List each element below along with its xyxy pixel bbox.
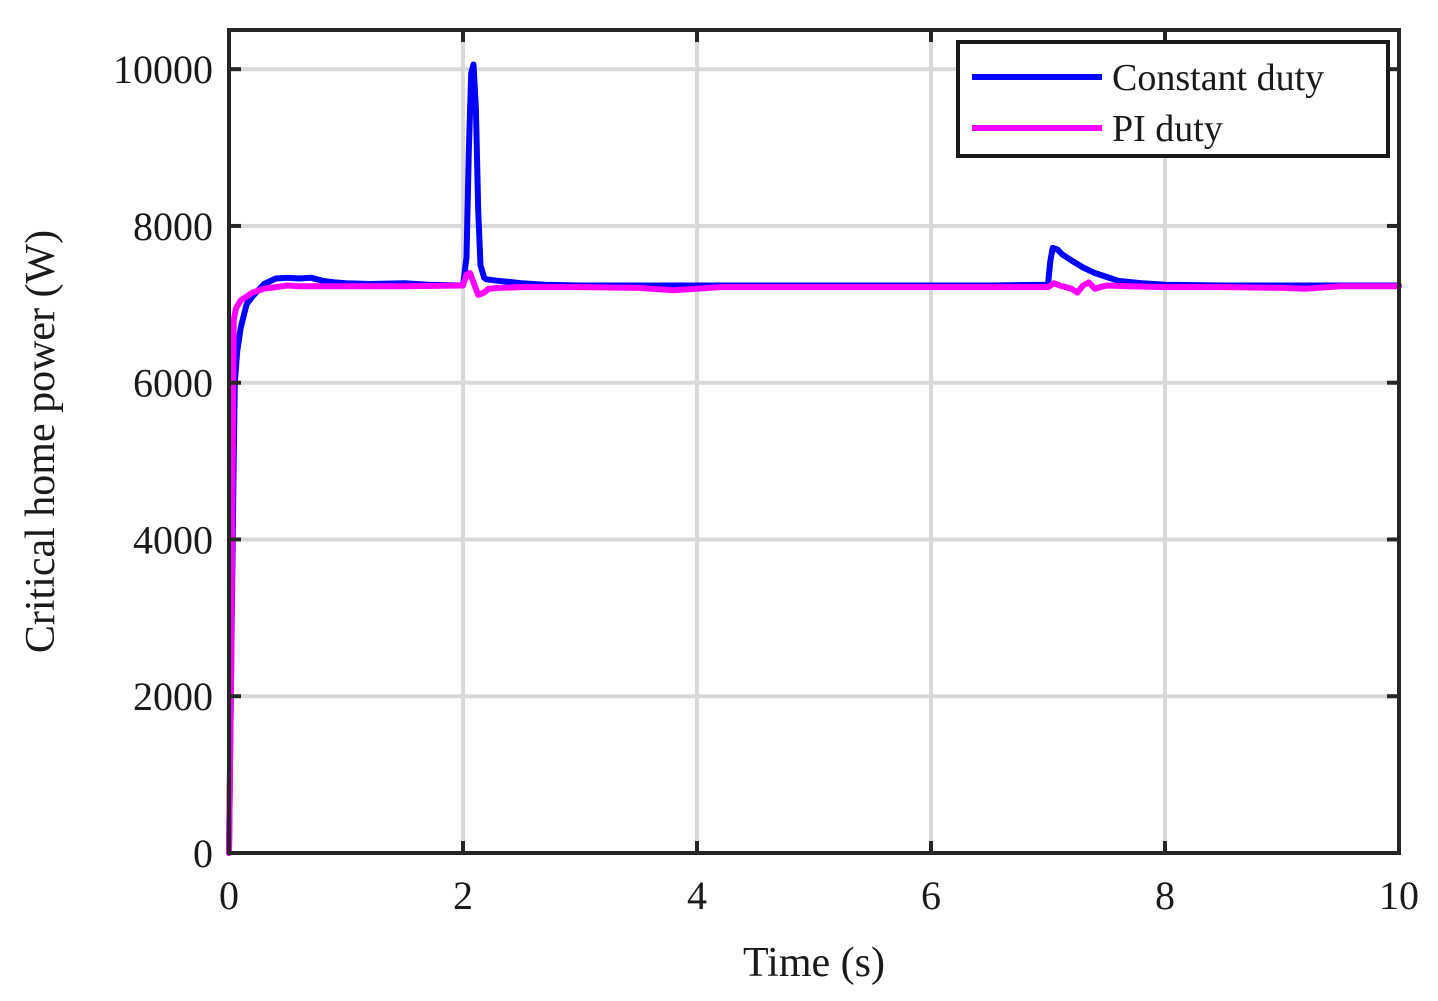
legend: Constant duty PI duty: [956, 40, 1390, 158]
y-tick-label: 4000: [133, 517, 213, 562]
y-tick-label: 2000: [133, 674, 213, 719]
x-tick-label: 8: [1155, 873, 1175, 918]
x-tick-label: 6: [921, 873, 941, 918]
x-tick-label: 0: [219, 873, 239, 918]
x-axis-label: Time (s): [743, 940, 885, 986]
y-tick-label: 0: [193, 831, 213, 876]
axis-ticks: 0 2 4 6 8 10 0 2000 4000 6000 8000 10000: [113, 30, 1419, 918]
x-tick-label: 2: [453, 873, 473, 918]
plot-frame: [227, 28, 1401, 855]
plot-lines: [226, 61, 1402, 856]
x-tick-label: 4: [687, 873, 707, 918]
y-tick-label: 8000: [133, 204, 213, 249]
y-axis-label: Critical home power (W): [18, 230, 64, 653]
legend-label-constant-duty: Constant duty: [1112, 57, 1324, 99]
y-tick-label: 6000: [133, 361, 213, 406]
x-tick-label: 10: [1379, 873, 1419, 918]
legend-label-pi-duty: PI duty: [1112, 108, 1223, 150]
legend-box: [956, 40, 1390, 158]
series-line-pi-duty: [226, 270, 1402, 856]
series-line-constant-duty: [226, 61, 1402, 856]
y-tick-label: 10000: [113, 47, 213, 92]
